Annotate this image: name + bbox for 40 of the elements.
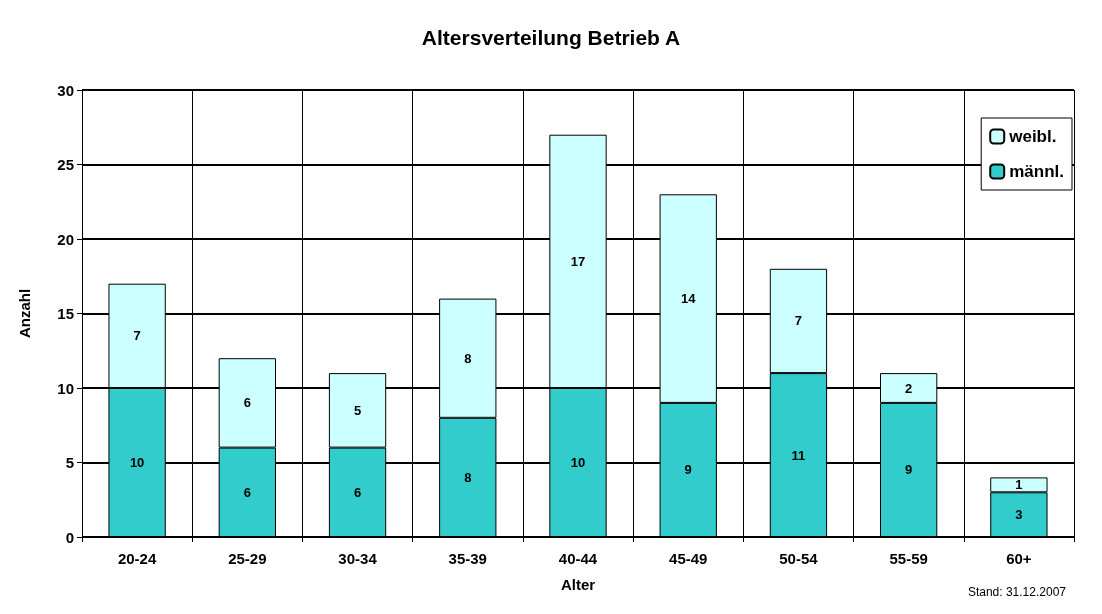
data-label: 10 [570,455,586,470]
x-tick-label: 35-39 [448,550,487,567]
y-axis-title: Anzahl [16,288,33,339]
data-label: 3 [1015,507,1023,523]
x-axis-title: Alter [560,576,596,593]
y-tick-label: 0 [65,528,74,546]
x-tick-label: 20-24 [117,550,157,567]
data-label: 9 [684,462,692,478]
data-label: 14 [680,291,697,307]
data-label: 1 [1015,477,1023,493]
data-label: 8 [464,469,472,485]
data-label: 6 [243,395,251,411]
legend-label: männl. [1009,162,1065,181]
x-tick-label: 30-34 [338,550,378,567]
data-label: 8 [464,350,472,366]
x-tick-label: 40-44 [558,550,598,567]
chart-title: Altersverteilung Betrieb A [421,26,681,49]
x-tick-label: 50-54 [779,550,819,567]
x-tick-label: 25-29 [228,550,267,567]
y-tick-label: 10 [57,379,74,397]
y-tick-label: 5 [65,454,74,471]
x-tick-label: 45-49 [669,550,708,567]
y-tick-label: 30 [57,81,74,99]
y-tick-label: 20 [57,230,74,248]
y-tick-label: 15 [57,305,74,322]
data-label: 6 [243,484,251,500]
data-label: 11 [791,447,806,463]
data-label: 10 [129,455,145,470]
data-label: 7 [133,328,141,344]
data-label: 2 [905,380,913,396]
text: Stand: 31.12.2007 [967,585,1067,599]
data-label: 17 [570,253,586,269]
x-tick-label: 60+ [1006,550,1032,567]
data-label: 9 [905,462,913,478]
data-label: 7 [794,313,803,329]
y-tick-label: 25 [57,156,74,173]
data-label: 5 [353,402,362,418]
data-label: 6 [353,484,362,500]
legend-label: weibl. [1008,127,1057,146]
x-tick-label: 55-59 [889,550,928,567]
